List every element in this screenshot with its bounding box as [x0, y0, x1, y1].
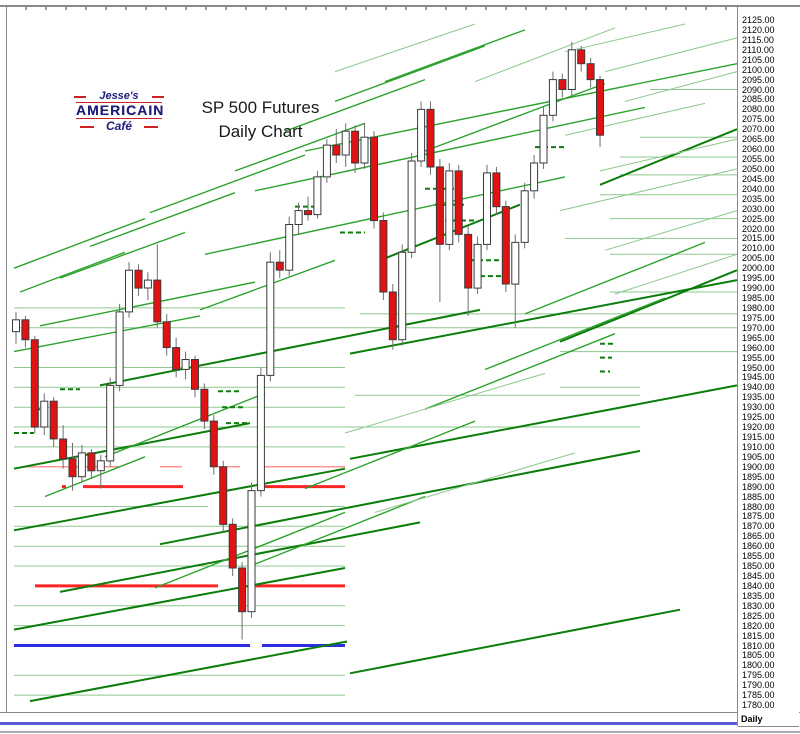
timeframe-tab-label: Daily	[741, 714, 763, 724]
price-tick-label: 1820.00	[742, 620, 775, 631]
plot-top-border	[0, 5, 800, 7]
price-tick-label: 2060.00	[742, 144, 775, 155]
price-tick-label: 2110.00	[742, 44, 774, 55]
price-tick-label: 1890.00	[742, 481, 775, 492]
price-tick-label: 1835.00	[742, 590, 775, 601]
price-tick-label: 1855.00	[742, 551, 775, 562]
brand-logo: Jesse's AMERICAIN Café	[74, 90, 165, 133]
price-tick-label: 1790.00	[742, 680, 775, 691]
axis-separator-line	[737, 5, 738, 726]
price-tick-label: 2090.00	[742, 84, 775, 95]
price-tick-label: 1960.00	[742, 342, 775, 353]
price-tick-label: 2030.00	[742, 203, 775, 214]
price-tick-label: 2050.00	[742, 163, 775, 174]
price-tick-label: 2020.00	[742, 223, 775, 234]
window-bottom-border	[0, 731, 800, 733]
price-tick-label: 2120.00	[742, 24, 775, 35]
top-tick-marks	[7, 7, 737, 10]
price-tick-label: 1985.00	[742, 293, 775, 303]
price-tick-label: 1965.00	[742, 332, 775, 343]
price-tick-label: 1875.00	[742, 511, 775, 522]
price-tick-label: 1870.00	[742, 521, 775, 532]
price-tick-label: 1935.00	[742, 392, 775, 403]
price-tick-label: 1800.00	[742, 660, 775, 671]
price-tick-label: 1785.00	[742, 690, 775, 701]
logo-jesses-text: Jesse's	[74, 90, 164, 102]
price-tick-label: 2070.00	[742, 124, 775, 135]
price-tick-label: 1995.00	[742, 273, 775, 284]
price-tick-label: 1940.00	[742, 382, 775, 393]
price-tick-label: 1895.00	[742, 471, 775, 482]
price-tick-label: 2000.00	[742, 263, 775, 274]
price-tick-label: 1925.00	[742, 412, 775, 423]
price-tick-label: 1860.00	[742, 541, 775, 552]
price-tick-label: 1970.00	[742, 322, 775, 333]
price-tick-label: 1975.00	[742, 312, 775, 323]
plot-bottom-border	[0, 712, 800, 713]
price-tick-label: 2105.00	[742, 54, 775, 65]
price-tick-label: 2045.00	[742, 173, 775, 184]
price-tick-label: 1980.00	[742, 302, 775, 313]
price-tick-label: 2035.00	[742, 193, 775, 204]
price-axis[interactable]: 2125.00 2120.00 2115.00 2110.00 2105.00 2100.…	[738, 0, 800, 712]
price-tick-label: 1945.00	[742, 372, 775, 383]
price-tick-label: 2085.00	[742, 94, 775, 105]
price-tick-label: 1795.00	[742, 670, 775, 681]
price-tick-label: 2080.00	[742, 104, 775, 115]
price-tick-label: 1830.00	[742, 600, 775, 611]
price-tick-label: 1840.00	[742, 580, 775, 591]
chart-title-line1: SP 500 Futures	[201, 98, 320, 117]
price-tick-label: 1850.00	[742, 561, 775, 571]
price-tick-label: 1810.00	[742, 640, 775, 651]
price-tick-label: 2055.00	[742, 154, 775, 164]
price-tick-label: 2125.00	[742, 15, 775, 25]
plot-left-border	[6, 5, 7, 712]
bottom-blue-line	[0, 722, 737, 725]
price-tick-label: 2025.00	[742, 213, 775, 224]
chart-title-line2: Daily Chart	[218, 122, 303, 141]
price-tick-label: 1825.00	[742, 610, 775, 621]
price-tick-label: 1910.00	[742, 441, 775, 452]
price-tick-label: 1880.00	[742, 501, 775, 512]
price-tick-label: 2095.00	[742, 74, 775, 85]
logo-americain-text: AMERICAIN	[76, 102, 165, 119]
price-tick-label: 1915.00	[742, 432, 775, 442]
chart-title: SP 500 Futures Daily Chart	[168, 96, 353, 144]
price-tick-label: 1885.00	[742, 491, 775, 502]
price-tick-label: 2065.00	[742, 134, 775, 145]
price-tick-label: 1905.00	[742, 451, 775, 462]
price-tick-label: 1990.00	[742, 283, 775, 294]
price-tick-label: 1950.00	[742, 362, 775, 373]
price-tick-label: 1780.00	[742, 700, 775, 710]
price-tick-label: 1900.00	[742, 461, 775, 472]
price-tick-label: 1865.00	[742, 531, 775, 542]
timeframe-tab-daily[interactable]: Daily	[738, 712, 799, 727]
price-tick-label: 2075.00	[742, 114, 775, 125]
price-tick-label: 1930.00	[742, 402, 775, 413]
price-tick-label: 2100.00	[742, 64, 775, 75]
price-tick-label: 1920.00	[742, 422, 775, 432]
price-tick-label: 2115.00	[742, 34, 774, 45]
logo-cafe-text: Café	[76, 119, 162, 133]
price-tick-label: 1845.00	[742, 571, 775, 581]
price-tick-label: 1805.00	[742, 650, 775, 661]
price-tick-label: 1955.00	[742, 352, 775, 363]
price-tick-label: 2015.00	[742, 233, 775, 244]
price-tick-label: 2010.00	[742, 243, 775, 254]
price-tick-label: 2040.00	[742, 183, 775, 194]
price-tick-label: 2005.00	[742, 253, 775, 264]
price-tick-label: 1815.00	[742, 630, 775, 641]
candles-layer	[12, 41, 604, 640]
